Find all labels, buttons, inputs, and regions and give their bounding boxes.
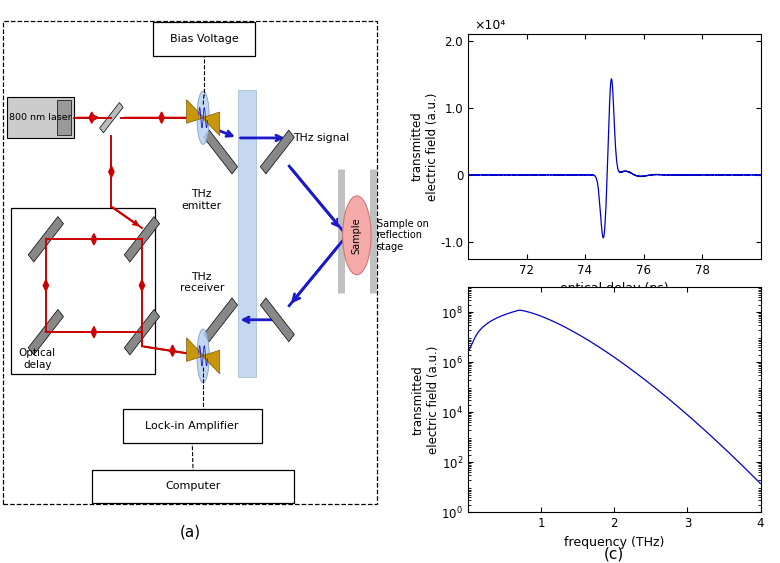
Ellipse shape — [342, 196, 371, 275]
Polygon shape — [170, 345, 176, 356]
Text: Lock-in Amplifier: Lock-in Amplifier — [145, 421, 239, 431]
Text: Computer: Computer — [165, 481, 221, 491]
Text: (c): (c) — [604, 547, 624, 562]
X-axis label: optical delay (ps): optical delay (ps) — [560, 283, 668, 296]
Polygon shape — [91, 327, 97, 338]
Polygon shape — [108, 166, 114, 177]
Polygon shape — [186, 338, 204, 361]
Ellipse shape — [197, 329, 209, 383]
Polygon shape — [89, 112, 94, 123]
Text: THz
emitter: THz emitter — [182, 189, 222, 211]
Polygon shape — [28, 217, 63, 262]
Text: ×10⁴: ×10⁴ — [474, 19, 505, 32]
Polygon shape — [202, 112, 220, 136]
FancyBboxPatch shape — [11, 208, 155, 374]
Text: Sample: Sample — [352, 217, 362, 254]
FancyBboxPatch shape — [154, 22, 255, 56]
Y-axis label: transmitted
electric field (a.u.): transmitted electric field (a.u.) — [412, 346, 440, 454]
FancyBboxPatch shape — [122, 409, 261, 443]
Text: (b): (b) — [604, 293, 625, 309]
Polygon shape — [261, 130, 294, 174]
Text: THz
receiver: THz receiver — [179, 272, 224, 293]
Polygon shape — [91, 234, 97, 245]
Y-axis label: transmitted
electric field (a.u.): transmitted electric field (a.u.) — [411, 92, 438, 200]
Polygon shape — [100, 102, 123, 133]
FancyBboxPatch shape — [58, 100, 71, 135]
Text: (a): (a) — [180, 525, 201, 539]
Polygon shape — [43, 280, 48, 291]
Polygon shape — [28, 310, 63, 355]
Text: Optical
delay: Optical delay — [19, 348, 55, 370]
Text: THz signal: THz signal — [292, 133, 349, 143]
Polygon shape — [261, 298, 294, 342]
Polygon shape — [124, 217, 160, 262]
Polygon shape — [124, 310, 160, 355]
X-axis label: frequency (THz): frequency (THz) — [564, 536, 665, 549]
FancyBboxPatch shape — [6, 97, 74, 138]
Polygon shape — [159, 112, 165, 123]
Polygon shape — [202, 350, 220, 374]
Text: 800 nm laser: 800 nm laser — [9, 113, 72, 122]
Polygon shape — [140, 280, 144, 291]
FancyBboxPatch shape — [238, 90, 256, 377]
Polygon shape — [186, 100, 204, 123]
Ellipse shape — [197, 91, 209, 144]
Text: Bias Voltage: Bias Voltage — [169, 34, 239, 44]
FancyBboxPatch shape — [92, 470, 294, 503]
Text: Sample on
reflection
stage: Sample on reflection stage — [377, 219, 428, 252]
Polygon shape — [204, 130, 238, 174]
Polygon shape — [204, 298, 238, 342]
